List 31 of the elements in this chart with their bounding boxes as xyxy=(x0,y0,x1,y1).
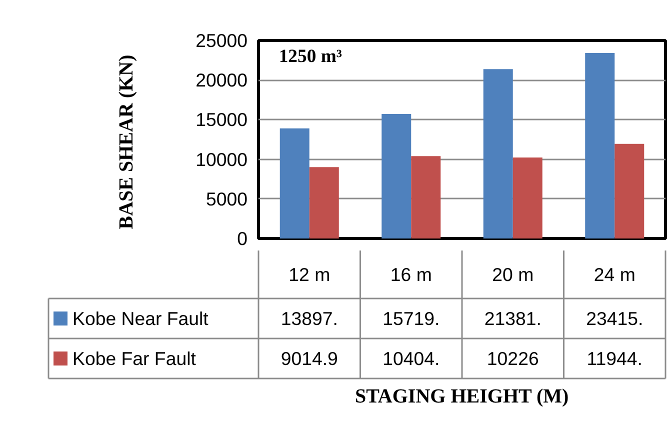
chart-title: 1250 m³ xyxy=(278,46,342,67)
y-tick-label: 0 xyxy=(237,228,248,249)
bar xyxy=(585,53,615,238)
y-tick-label: 15000 xyxy=(196,109,248,130)
x-tick-label: 20 m xyxy=(492,264,534,285)
x-tick-label: 24 m xyxy=(594,264,636,285)
text: STAGING HEIGHT (M) xyxy=(354,386,569,408)
data-label: 15719. xyxy=(382,308,440,329)
data-label: 13897. xyxy=(280,308,338,329)
bar xyxy=(483,69,513,238)
y-tick-label: 5000 xyxy=(206,188,248,210)
x-tick-label: 16 m xyxy=(390,264,432,285)
bar xyxy=(309,167,339,238)
y-axis-title: BASE SHEAR (KN) xyxy=(116,54,138,230)
bar xyxy=(614,144,644,238)
data-label: 23415. xyxy=(586,308,644,329)
data-label: 10404. xyxy=(382,348,440,369)
data-label: 9014.9 xyxy=(280,348,338,369)
bar xyxy=(280,128,310,238)
y-tick-label: 10000 xyxy=(196,148,248,170)
y-tick-label: 20000 xyxy=(196,70,248,91)
bar xyxy=(512,158,542,238)
bar xyxy=(411,156,441,238)
legend-label: Kobe Far Fault xyxy=(72,348,197,369)
data-label: 10226 xyxy=(486,348,539,369)
legend-label: Kobe Near Fault xyxy=(72,308,210,329)
y-tick-label: 25000 xyxy=(196,30,248,51)
bar xyxy=(382,114,412,238)
x-tick-label: 12 m xyxy=(288,264,330,285)
data-label: 11944. xyxy=(586,348,642,369)
data-label: 21381. xyxy=(484,308,542,329)
